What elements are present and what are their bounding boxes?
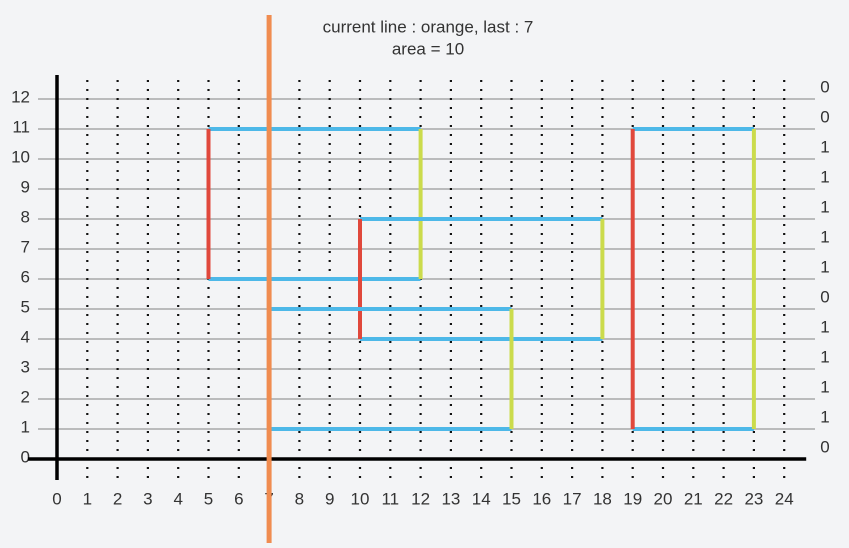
y-tick-label: 6 bbox=[21, 267, 30, 286]
y-tick-label: 0 bbox=[21, 447, 30, 466]
count-label: 1 bbox=[820, 407, 829, 426]
x-tick-label: 6 bbox=[234, 489, 243, 508]
x-tick-label: 3 bbox=[143, 489, 152, 508]
x-tick-label: 16 bbox=[532, 489, 551, 508]
y-tick-label: 3 bbox=[21, 357, 30, 376]
subtitle: area = 10 bbox=[392, 39, 464, 58]
y-tick-label: 2 bbox=[21, 387, 30, 406]
count-label: 1 bbox=[820, 317, 829, 336]
x-tick-label: 15 bbox=[502, 489, 521, 508]
count-label: 1 bbox=[820, 197, 829, 216]
x-tick-label: 14 bbox=[472, 489, 491, 508]
x-tick-label: 17 bbox=[563, 489, 582, 508]
count-label: 0 bbox=[820, 437, 829, 456]
count-label: 1 bbox=[820, 167, 829, 186]
x-tick-label: 9 bbox=[325, 489, 334, 508]
count-label: 1 bbox=[820, 257, 829, 276]
count-label: 1 bbox=[820, 377, 829, 396]
y-tick-label: 10 bbox=[11, 147, 30, 166]
x-tick-label: 21 bbox=[684, 489, 703, 508]
x-tick-label: 23 bbox=[744, 489, 763, 508]
count-label: 1 bbox=[820, 227, 829, 246]
x-tick-label: 10 bbox=[351, 489, 370, 508]
y-tick-label: 11 bbox=[12, 117, 30, 136]
x-tick-label: 22 bbox=[714, 489, 733, 508]
y-tick-label: 12 bbox=[11, 87, 30, 106]
x-tick-label: 8 bbox=[295, 489, 304, 508]
y-tick-label: 8 bbox=[21, 207, 30, 226]
count-label: 1 bbox=[820, 347, 829, 366]
x-tick-label: 19 bbox=[623, 489, 642, 508]
y-tick-label: 4 bbox=[21, 327, 30, 346]
y-tick-label: 1 bbox=[21, 417, 30, 436]
x-tick-label: 0 bbox=[52, 489, 61, 508]
y-tick-label: 5 bbox=[21, 297, 30, 316]
count-label: 1 bbox=[820, 137, 829, 156]
x-tick-label: 20 bbox=[654, 489, 673, 508]
y-tick-label: 9 bbox=[21, 177, 30, 196]
count-label: 0 bbox=[820, 287, 829, 306]
count-label: 0 bbox=[820, 107, 829, 126]
x-tick-label: 4 bbox=[173, 489, 182, 508]
x-tick-label: 11 bbox=[381, 489, 399, 508]
title: current line : orange, last : 7 bbox=[323, 17, 534, 36]
x-tick-label: 13 bbox=[441, 489, 460, 508]
x-tick-label: 2 bbox=[113, 489, 122, 508]
count-label: 0 bbox=[820, 77, 829, 96]
x-tick-label: 24 bbox=[775, 489, 794, 508]
y-tick-label: 7 bbox=[21, 237, 30, 256]
x-tick-label: 5 bbox=[204, 489, 213, 508]
x-tick-label: 1 bbox=[83, 489, 92, 508]
x-tick-label: 18 bbox=[593, 489, 612, 508]
x-tick-label: 12 bbox=[411, 489, 430, 508]
